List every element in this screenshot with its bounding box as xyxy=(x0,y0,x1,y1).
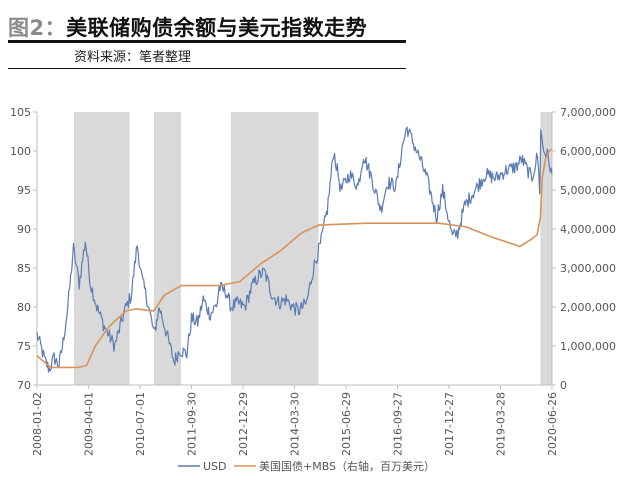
y-left-tick-label: 105 xyxy=(10,106,31,119)
shaded-periods xyxy=(74,112,552,385)
x-tick-label: 2010-07-01 xyxy=(134,392,147,456)
mbs-line xyxy=(36,148,553,369)
chart-axes: 70 75 80 85 90 95 100 105 0 1,000,000 2,000,000 3,0… xyxy=(10,106,616,456)
y-left-tick-label: 90 xyxy=(17,223,31,236)
x-tick-label: 2009-04-01 xyxy=(82,392,95,456)
y-left-tick-label: 100 xyxy=(10,145,31,158)
x-tick-label: 2019-03-28 xyxy=(494,392,507,456)
y-right-tick-label: 7,000,000 xyxy=(560,106,616,119)
figure-title-text: 美联储购债余额与美元指数走势 xyxy=(66,16,368,40)
title-rule xyxy=(8,40,406,43)
y-left-tick-label: 80 xyxy=(17,301,31,314)
legend-usd-label: USD xyxy=(203,460,227,473)
figure-title: 图2：美联储购债余额与美元指数走势 xyxy=(8,12,367,42)
figure-label: 图2： xyxy=(8,16,67,40)
x-tick-label: 2012-12-29 xyxy=(237,392,250,456)
y-right-tick-label: 3,000,000 xyxy=(560,262,616,275)
source-rule xyxy=(8,68,406,69)
x-tick-label: 2016-09-27 xyxy=(391,392,404,456)
y-right-tick-label: 4,000,000 xyxy=(560,223,616,236)
x-tick-label: 2011-09-30 xyxy=(185,392,198,456)
y-right-tick-label: 6,000,000 xyxy=(560,145,616,158)
shaded-period xyxy=(230,112,319,385)
y-left-tick-label: 85 xyxy=(17,262,31,275)
y-left-tick-label: 75 xyxy=(17,340,31,353)
legend-mbs-label: 美国国债+MBS（右轴，百万美元） xyxy=(259,459,435,473)
x-tick-label: 2017-12-27 xyxy=(443,392,456,456)
y-right-tick-label: 0 xyxy=(560,379,567,392)
shaded-period xyxy=(154,112,182,385)
x-tick-label: 2020-06-26 xyxy=(546,392,559,456)
x-tick-label: 2008-01-02 xyxy=(31,392,44,456)
y-left-tick-label: 95 xyxy=(17,184,31,197)
shaded-period xyxy=(74,112,130,385)
y-left-tick-label: 70 xyxy=(17,379,31,392)
x-tick-label: 2015-06-29 xyxy=(340,392,353,456)
shaded-period xyxy=(540,112,552,385)
y-right-tick-label: 5,000,000 xyxy=(560,184,616,197)
figure-source: 资料来源：笔者整理 xyxy=(74,50,192,65)
y-right-tick-label: 1,000,000 xyxy=(560,340,616,353)
x-tick-label: 2014-03-30 xyxy=(288,392,301,456)
chart-series xyxy=(36,126,553,373)
legend: USD 美国国债+MBS（右轴，百万美元） xyxy=(178,459,435,473)
figure-header: 图2：美联储购债余额与美元指数走势 资料来源：笔者整理 xyxy=(0,0,630,78)
y-right-tick-label: 2,000,000 xyxy=(560,301,616,314)
usd-line xyxy=(36,126,553,373)
